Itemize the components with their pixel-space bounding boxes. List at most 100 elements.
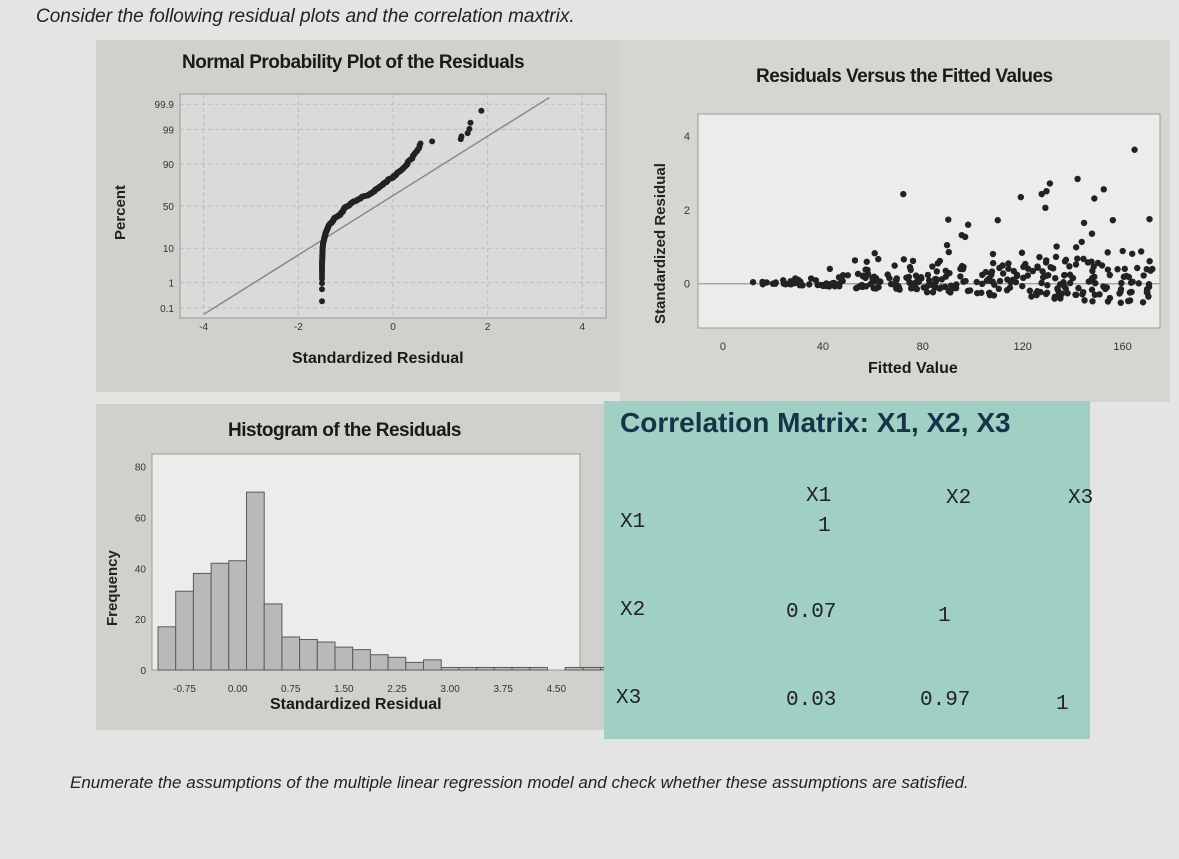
histogram-xtick: 2.25	[387, 684, 407, 695]
normal-plot-ytick: 90	[163, 160, 175, 171]
resid-fitted-point	[1034, 264, 1041, 271]
resid-fitted-point	[906, 263, 914, 271]
resid-fitted-point	[1096, 291, 1103, 298]
resid-fitted-point	[1072, 244, 1080, 251]
resid-fitted-point	[871, 250, 878, 257]
resid-fitted-point	[1143, 286, 1151, 293]
histogram-panel: Histogram of the Residuals Frequency 80 6…	[96, 404, 604, 730]
correlation-matrix-panel: Correlation Matrix: X1, X2, X3 X1 X2 X3 …	[604, 401, 1094, 739]
resid-fitted-point	[989, 250, 997, 258]
resid-fitted-point	[1140, 272, 1147, 279]
resid-fitted-point	[978, 289, 985, 296]
resid-fitted-point	[957, 273, 964, 280]
resid-fitted-point	[988, 268, 996, 275]
histogram-bar	[458, 666, 478, 671]
resid-fitted-point	[854, 270, 862, 278]
resid-fitted-point	[769, 280, 777, 287]
resid-fitted-point	[1080, 255, 1087, 263]
resid-fitted-point	[1106, 294, 1114, 302]
histogram-bar	[175, 590, 194, 671]
cell-x3-x1: 0.03	[786, 689, 837, 712]
normal-plot-xlabel: Standardized Residual	[292, 350, 464, 367]
resid-fitted-point	[875, 283, 882, 291]
normal-plot-xtick: -4	[199, 322, 208, 333]
resid-fitted-point	[923, 289, 931, 296]
normal-plot-point	[467, 119, 474, 126]
resid-fitted-point	[964, 221, 972, 228]
normal-plot-xtick: 2	[485, 322, 491, 333]
resid-fitted-point	[911, 279, 919, 287]
resid-fitted-point	[1084, 259, 1092, 266]
resid-fitted-point	[851, 257, 859, 264]
resid-fitted-point	[945, 216, 952, 223]
resid-fitted-point	[1098, 262, 1106, 269]
histogram-bar	[157, 626, 177, 671]
resid-fitted-point	[836, 283, 843, 290]
cell-x2-x2: 1	[938, 605, 951, 628]
resid-fitted-point	[763, 279, 770, 286]
resid-fitted-point	[986, 291, 994, 299]
resid-fitted-point	[903, 274, 910, 281]
resid-fitted-ytick: 4	[684, 131, 690, 143]
normal-plot-title: Normal Probability Plot of the Residuals	[182, 52, 525, 73]
histogram-bar	[440, 666, 460, 671]
resid-fitted-point	[820, 281, 827, 289]
resid-fitted-point	[924, 271, 932, 279]
resid-fitted-point	[856, 282, 864, 290]
col-header-x1: X1	[806, 485, 832, 508]
row-label-x2: X2	[620, 599, 646, 622]
resid-fitted-point	[749, 278, 757, 286]
resid-fitted-point	[1039, 268, 1046, 275]
footer-question-text: Enumerate the assumptions of the multipl…	[70, 773, 969, 792]
resid-fitted-point	[1005, 265, 1012, 272]
resid-fitted-point	[875, 255, 882, 263]
resid-fitted-point	[1137, 248, 1145, 255]
histogram-xtick: 3.75	[493, 684, 513, 695]
residuals-vs-fitted-panel: Residuals Versus the Fitted Values Stand…	[620, 40, 1170, 402]
normal-plot-ytick: 99	[163, 125, 175, 136]
resid-fitted-point	[1052, 253, 1060, 261]
resid-fitted-point	[844, 272, 852, 279]
resid-fitted-point	[1019, 282, 1026, 290]
resid-fitted-point	[1003, 286, 1011, 294]
normal-plot-ytick: 10	[163, 244, 175, 255]
resid-fitted-point	[1127, 279, 1135, 286]
resid-fitted-point	[826, 265, 834, 273]
resid-fitted-point	[957, 265, 964, 273]
normal-plot-reference-line	[203, 96, 550, 316]
resid-fitted-point	[1118, 279, 1125, 287]
col-header-x3: X3	[1068, 487, 1094, 510]
resid-fitted-point	[1081, 297, 1088, 304]
resid-fitted-point	[806, 281, 813, 288]
histogram-bar	[564, 666, 584, 671]
normal-probability-plot-panel: Normal Probability Plot of the Residuals…	[96, 40, 620, 392]
resid-fitted-point	[1066, 263, 1073, 270]
normal-plot-point	[429, 138, 436, 145]
resid-fitted-point	[1045, 271, 1052, 279]
resid-fitted-ytick: 2	[684, 205, 690, 217]
histogram-bar	[369, 654, 389, 671]
resid-fitted-point	[1100, 186, 1107, 193]
resid-fitted-point	[1074, 175, 1081, 183]
resid-fitted-point	[862, 274, 869, 282]
histogram-xtick: 3.00	[440, 684, 460, 695]
histogram-bar	[316, 641, 336, 671]
resid-fitted-point	[1116, 290, 1123, 297]
resid-fitted-point	[989, 259, 997, 267]
normal-plot-ytick: 50	[163, 202, 175, 213]
histogram-ytick: 0	[140, 666, 146, 677]
resid-fitted-point	[1029, 267, 1037, 275]
resid-fitted-point	[839, 271, 847, 279]
resid-fitted-point	[994, 217, 1001, 224]
resid-fitted-point	[1109, 216, 1117, 224]
resid-fitted-point	[1092, 279, 1099, 287]
resid-fitted-point	[870, 284, 877, 292]
resid-fitted-point	[779, 277, 787, 284]
resid-fitted-point	[1072, 261, 1080, 268]
histogram-ytick: 80	[135, 463, 147, 474]
histogram-bar	[529, 666, 548, 671]
resid-fitted-point	[1120, 273, 1128, 281]
resid-fitted-point	[1114, 266, 1121, 273]
resid-fitted-point	[1069, 274, 1077, 282]
resid-fitted-point	[1053, 243, 1060, 250]
